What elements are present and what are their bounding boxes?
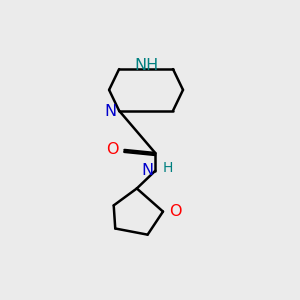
Text: O: O <box>106 142 118 158</box>
Text: N: N <box>105 104 117 119</box>
Text: NH: NH <box>134 58 158 73</box>
Text: O: O <box>169 204 182 219</box>
Text: H: H <box>163 161 173 176</box>
Text: N: N <box>142 163 154 178</box>
